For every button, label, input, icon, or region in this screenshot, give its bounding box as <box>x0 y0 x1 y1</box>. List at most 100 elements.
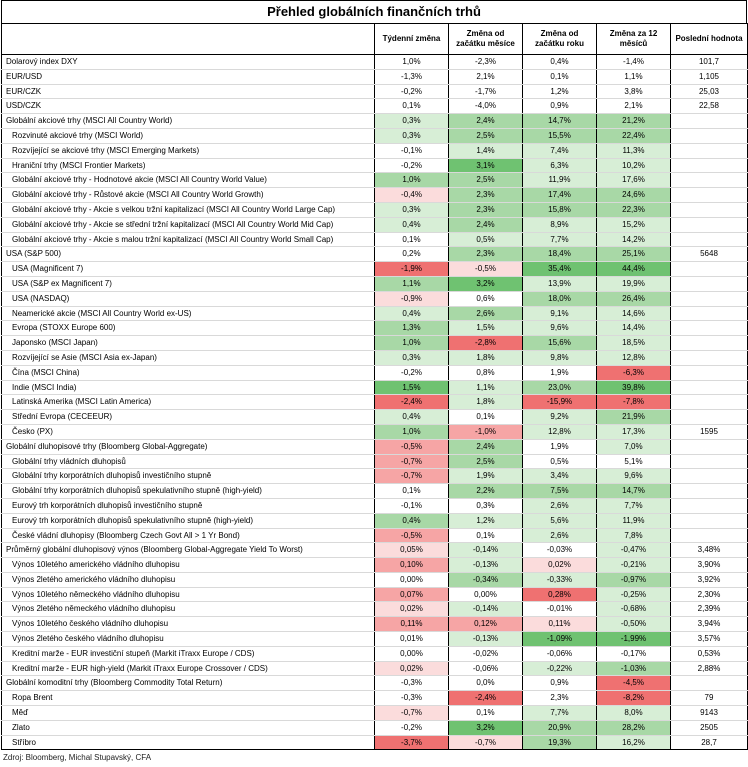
cell-12m-change: 24,6% <box>596 187 671 203</box>
cell-ytd-change: 0,9% <box>522 98 597 115</box>
cell-ytd-change: 9,8% <box>522 350 597 366</box>
cell-ytd-change: 0,5% <box>522 454 597 470</box>
cell-12m-change: 7,0% <box>596 438 671 455</box>
cell-12m-change: 21,9% <box>596 409 671 425</box>
row-label: Globální akciové trhy - Hodnotové akcie … <box>1 172 375 189</box>
cell-ytd-change: 23,0% <box>522 380 597 396</box>
table-row: Výnos 10letého německého vládního dluhop… <box>1 587 748 603</box>
row-label: Globální trhy korporátních dluhopisů inv… <box>1 468 375 485</box>
cell-ytd-change: 9,6% <box>522 320 597 337</box>
cell-last-value <box>670 454 748 470</box>
cell-12m-change: -1,03% <box>596 661 671 677</box>
table-row: Globální trhy korporátních dluhopisů inv… <box>1 468 748 485</box>
row-label: USD/CZK <box>1 98 375 115</box>
cell-12m-change: 5,1% <box>596 454 671 470</box>
cell-last-value <box>670 261 748 277</box>
cell-mtd-change: 1,5% <box>448 320 523 337</box>
table-row: Eurový trh korporátních dluhopisů spekul… <box>1 513 748 529</box>
cell-ytd-change: 0,11% <box>522 616 597 633</box>
cell-mtd-change: 0,1% <box>448 528 523 544</box>
cell-weekly-change: 0,3% <box>374 113 449 129</box>
cell-weekly-change: -0,2% <box>374 720 449 736</box>
cell-ytd-change: 1,9% <box>522 365 597 381</box>
cell-last-value <box>670 513 748 529</box>
cell-12m-change: 25,1% <box>596 246 671 263</box>
row-label: Výnos 10letého německého vládního dluhop… <box>1 587 375 603</box>
table-row: Hraniční trhy (MSCI Frontier Markets) -0,… <box>1 158 748 174</box>
header-last-value: Poslední hodnota <box>670 23 748 55</box>
cell-weekly-change: 0,10% <box>374 557 449 573</box>
cell-last-value: 0,53% <box>670 646 748 662</box>
cell-ytd-change: -0,06% <box>522 646 597 662</box>
cell-mtd-change: -0,5% <box>448 261 523 277</box>
row-label: Průměrný globální dluhopisový výnos (Blo… <box>1 542 375 559</box>
cell-12m-change: 21,2% <box>596 113 671 129</box>
table-row: Výnos 2letého německého vládního dluhopi… <box>1 601 748 618</box>
cell-ytd-change: 2,3% <box>522 690 597 707</box>
row-label: Eurový trh korporátních dluhopisů spekul… <box>1 513 375 529</box>
cell-12m-change: 10,2% <box>596 158 671 174</box>
cell-weekly-change: 0,4% <box>374 409 449 425</box>
cell-ytd-change: 9,2% <box>522 409 597 425</box>
table-row: Globální komoditní trhy (Bloomberg Commo… <box>1 675 748 692</box>
cell-12m-change: 22,3% <box>596 202 671 218</box>
cell-mtd-change: 0,00% <box>448 587 523 603</box>
cell-ytd-change: 35,4% <box>522 261 597 277</box>
table-row: Kreditní marže - EUR high-yield (Markit … <box>1 661 748 677</box>
row-label: Střední Evropa (CECEEUR) <box>1 409 375 425</box>
cell-mtd-change: 0,8% <box>448 365 523 381</box>
row-label: Globální trhy korporátních dluhopisů spe… <box>1 483 375 499</box>
cell-ytd-change: 12,8% <box>522 424 597 440</box>
table-row: EUR/USD -1,3% 2,1% 0,1% 1,1% 1,105 <box>1 69 748 85</box>
cell-last-value <box>670 350 748 366</box>
table-row: Rozvinuté akciové trhy (MSCI World) 0,3% 2… <box>1 128 748 144</box>
cell-last-value <box>670 675 748 692</box>
row-label: EUR/CZK <box>1 84 375 100</box>
table-row: Indie (MSCI India) 1,5% 1,1% 23,0% 39,8% <box>1 380 748 396</box>
cell-12m-change: 11,9% <box>596 513 671 529</box>
cell-12m-change: 17,3% <box>596 424 671 440</box>
row-label: Výnos 2letého amerického vládního dluhop… <box>1 572 375 588</box>
cell-weekly-change: 1,0% <box>374 172 449 189</box>
table-row: Globální akciové trhy - Akcie s velkou t… <box>1 202 748 218</box>
cell-weekly-change: -0,5% <box>374 528 449 544</box>
market-overview-table: Týdenní změna Změna od začátku měsíce Zm… <box>1 23 748 751</box>
cell-ytd-change: 0,02% <box>522 557 597 573</box>
cell-12m-change: 22,4% <box>596 128 671 144</box>
cell-weekly-change: -0,4% <box>374 187 449 203</box>
cell-ytd-change: -1,09% <box>522 631 597 647</box>
cell-weekly-change: -0,2% <box>374 158 449 174</box>
cell-mtd-change: 0,0% <box>448 675 523 692</box>
cell-12m-change: 8,0% <box>596 705 671 721</box>
cell-ytd-change: 7,4% <box>522 143 597 159</box>
cell-weekly-change: 0,4% <box>374 306 449 322</box>
cell-weekly-change: 0,00% <box>374 646 449 662</box>
table-row: Globální akciové trhy - Růstové akcie (M… <box>1 187 748 203</box>
cell-ytd-change: 19,3% <box>522 735 597 751</box>
cell-weekly-change: 0,3% <box>374 128 449 144</box>
cell-12m-change: 26,4% <box>596 291 671 307</box>
cell-mtd-change: 0,3% <box>448 498 523 514</box>
row-label: EUR/USD <box>1 69 375 85</box>
cell-last-value <box>670 113 748 129</box>
cell-mtd-change: 2,1% <box>448 69 523 85</box>
table-row: Rozvíjející se akciové trhy (MSCI Emergi… <box>1 143 748 159</box>
cell-weekly-change: 0,3% <box>374 202 449 218</box>
cell-weekly-change: 1,1% <box>374 276 449 292</box>
cell-last-value <box>670 320 748 337</box>
row-label: Výnos 10letého českého vládního dluhopis… <box>1 616 375 633</box>
cell-last-value <box>670 158 748 174</box>
cell-mtd-change: -0,14% <box>448 542 523 559</box>
row-label: USA (Magnificent 7) <box>1 261 375 277</box>
row-label: Globální akciové trhy - Akcie s malou tr… <box>1 232 375 248</box>
row-label: Indie (MSCI India) <box>1 380 375 396</box>
table-row: Globální akciové trhy (MSCI All Country … <box>1 113 748 129</box>
cell-mtd-change: 2,4% <box>448 217 523 233</box>
cell-last-value <box>670 394 748 411</box>
row-label: Globální trhy vládních dluhopisů <box>1 454 375 470</box>
table-row: Globální trhy vládních dluhopisů -0,7% 2,5… <box>1 454 748 470</box>
cell-12m-change: 14,4% <box>596 320 671 337</box>
row-label: Rozvíjející se Asie (MSCI Asia ex-Japan) <box>1 350 375 366</box>
cell-last-value: 2505 <box>670 720 748 736</box>
table-row: Eurový trh korporátních dluhopisů invest… <box>1 498 748 514</box>
